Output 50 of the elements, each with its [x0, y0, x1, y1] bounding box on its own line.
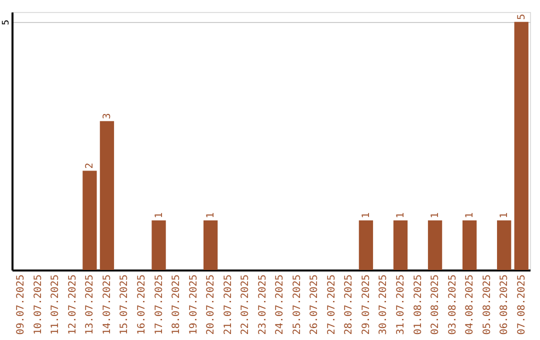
x-tick-label: 02.08.2025 [430, 274, 442, 335]
x-tick-label: 17.07.2025 [154, 274, 165, 335]
x-tick-label: 09.07.2025 [16, 274, 27, 335]
x-tick-label: 15.07.2025 [119, 274, 130, 335]
bar [358, 220, 374, 270]
x-tick-label: 04.08.2025 [464, 274, 476, 335]
bar [462, 220, 477, 270]
x-tick-label: 20.07.2025 [206, 274, 217, 335]
x-tick-label: 31.07.2025 [396, 274, 406, 335]
data-label: 1 [464, 212, 476, 218]
x-tick-label: 07.08.2025 [516, 274, 528, 335]
bar [497, 220, 512, 270]
data-label: 1 [154, 212, 165, 218]
bar [514, 22, 528, 270]
x-tick-label: 05.08.2025 [482, 274, 493, 335]
x-tick-label: 25.07.2025 [292, 274, 303, 335]
x-tick-label: 10.07.2025 [32, 274, 44, 335]
x-tick-label: 14.07.2025 [102, 274, 113, 335]
data-label: 2 [84, 162, 96, 169]
bar [152, 220, 166, 270]
bar [428, 220, 442, 270]
x-tick-label: 27.07.2025 [326, 274, 338, 335]
data-label: 1 [360, 212, 372, 218]
x-tick-label: 16.07.2025 [136, 274, 148, 335]
bar [393, 220, 408, 270]
x-tick-label: 01.08.2025 [412, 274, 424, 335]
x-tick-label: 29.07.2025 [360, 274, 372, 335]
data-label: 1 [396, 212, 406, 218]
x-tick-label: 06.08.2025 [499, 274, 510, 335]
x-tick-label: 19.07.2025 [188, 274, 200, 335]
x-tick-label: 11.07.2025 [50, 274, 62, 335]
data-label: 1 [499, 212, 510, 218]
x-tick-label: 12.07.2025 [67, 274, 78, 335]
bar [203, 220, 218, 270]
data-label: 5 [516, 14, 528, 20]
x-tick-label: 26.07.2025 [309, 274, 320, 335]
x-tick-label: 03.08.2025 [447, 274, 458, 335]
data-label: 1 [430, 212, 442, 218]
x-tick-label: 24.07.2025 [274, 274, 286, 335]
x-tick-label: 21.07.2025 [222, 274, 234, 335]
x-tick-label: 22.07.2025 [240, 274, 252, 335]
bar [100, 121, 114, 270]
x-tick-label: 30.07.2025 [378, 274, 390, 335]
x-tick-label: 13.07.2025 [84, 274, 96, 335]
data-label: 3 [102, 113, 113, 120]
x-tick-label: 18.07.2025 [171, 274, 182, 335]
bar [82, 170, 97, 270]
data-label: 1 [206, 212, 217, 218]
x-tick-label: 28.07.2025 [344, 274, 355, 335]
x-tick-label: 23.07.2025 [257, 274, 268, 335]
